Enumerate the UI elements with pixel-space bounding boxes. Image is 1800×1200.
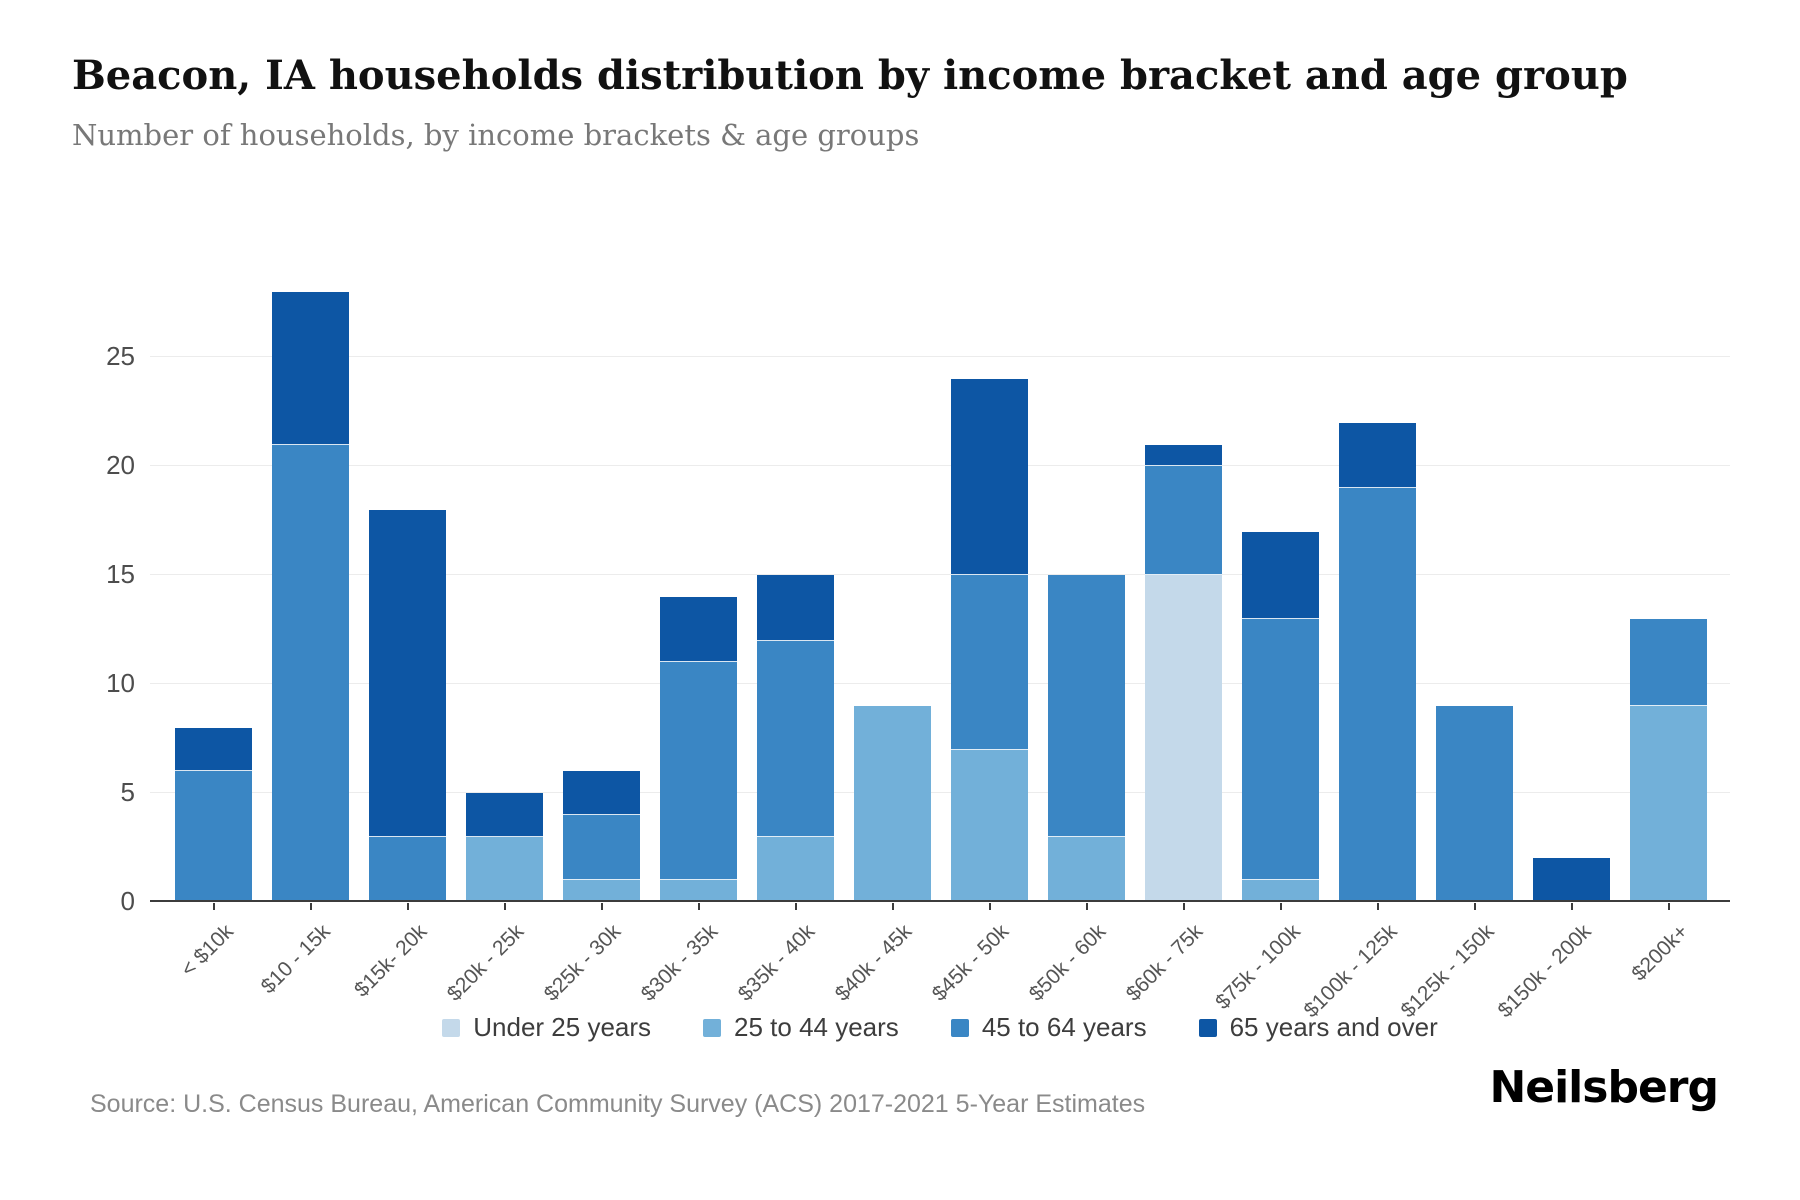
tick-mark [1085, 903, 1088, 910]
legend-item[interactable]: 45 to 64 years [950, 1012, 1147, 1043]
bar-segment[interactable] [951, 749, 1028, 902]
bar-segment[interactable] [1145, 575, 1222, 902]
x-axis-label: $15k- 20k [350, 920, 432, 1002]
tick-mark [309, 903, 312, 910]
tick-mark [600, 903, 603, 910]
bar-segment[interactable] [272, 292, 349, 445]
tick-mark [1570, 903, 1573, 910]
bar-segment[interactable] [369, 509, 446, 837]
tick-mark [212, 903, 215, 910]
tick-mark [1473, 903, 1476, 910]
x-axis-label: $75k - 100k [1210, 920, 1305, 1014]
bar-segment[interactable] [1242, 618, 1319, 881]
bar-segment[interactable] [175, 771, 252, 902]
bar-segment[interactable] [660, 597, 737, 663]
bar-segment[interactable] [951, 379, 1028, 576]
bar-segment[interactable] [1533, 858, 1610, 902]
bar-segment[interactable] [854, 705, 931, 902]
bar-segment[interactable] [466, 793, 543, 837]
legend-label: 65 years and over [1229, 1012, 1438, 1042]
gridline [150, 792, 1730, 794]
bar-segment[interactable] [757, 640, 834, 837]
bar-segment[interactable] [757, 836, 834, 902]
chart-title: Beacon, IA households distribution by in… [72, 52, 1628, 99]
neilsberg-logo: Neilsberg [1489, 1062, 1719, 1113]
x-axis-label: $45k - 50k [928, 920, 1014, 1006]
gridline [150, 683, 1730, 685]
legend-swatch-icon [950, 1018, 969, 1037]
x-axis-label: $100k - 125k [1299, 920, 1402, 1023]
bar-segment[interactable] [563, 814, 640, 881]
bar-segment[interactable] [1339, 488, 1416, 902]
x-axis-label: $10 - 15k [256, 920, 335, 999]
legend-item[interactable]: 65 years and over [1198, 1012, 1438, 1043]
bar-segment[interactable] [1339, 422, 1416, 489]
tick-mark [988, 903, 991, 910]
bar-segment[interactable] [660, 880, 737, 902]
tick-mark [1376, 903, 1379, 910]
bar-segment[interactable] [1630, 618, 1707, 706]
bar-segment[interactable] [1630, 705, 1707, 902]
chart-subtitle: Number of households, by income brackets… [72, 118, 920, 152]
legend-label: 45 to 64 years [981, 1012, 1147, 1042]
tick-mark [891, 903, 894, 910]
legend-item[interactable]: Under 25 years [442, 1012, 651, 1043]
tick-mark [1667, 903, 1670, 910]
legend-label: Under 25 years [473, 1012, 652, 1042]
bar-segment[interactable] [563, 771, 640, 815]
legend-label: 25 to 44 years [734, 1012, 899, 1042]
gridline [150, 574, 1730, 576]
bar-segment[interactable] [1048, 575, 1125, 837]
bar-segment[interactable] [466, 836, 543, 902]
x-axis-label: $60k - 75k [1122, 920, 1208, 1006]
gridline [150, 465, 1730, 467]
y-tick-label: 10 [106, 668, 135, 699]
x-axis-label: $200k+ [1627, 920, 1693, 986]
bar-segment[interactable] [272, 444, 349, 902]
x-axis-label: $20k - 25k [443, 920, 529, 1006]
legend-item[interactable]: 25 to 44 years [703, 1012, 899, 1043]
x-axis-label: $50k - 60k [1025, 920, 1111, 1006]
x-axis-label: $30k - 35k [637, 920, 723, 1006]
y-tick-label: 25 [106, 341, 135, 372]
bar-segment[interactable] [1436, 705, 1513, 902]
bar-segment[interactable] [1145, 466, 1222, 576]
bar-segment[interactable] [757, 575, 834, 641]
bar-segment[interactable] [1048, 836, 1125, 902]
y-tick-label: 15 [106, 559, 135, 590]
tick-mark [1182, 903, 1185, 910]
legend-swatch-icon [703, 1018, 722, 1037]
x-axis-label: $35k - 40k [734, 920, 820, 1006]
x-axis-label: < $10k [176, 920, 238, 982]
bar-segment[interactable] [563, 880, 640, 902]
bar-segment[interactable] [1242, 880, 1319, 902]
gridline [150, 356, 1730, 358]
x-axis-label: $125k - 150k [1396, 920, 1499, 1023]
tick-mark [697, 903, 700, 910]
plot-area: 0 5 10 15 20 25 < $10k $10 - 15k $15k- 20k $20k -… [106, 292, 1730, 1022]
tick-mark [1279, 903, 1282, 910]
source-attribution: Source: U.S. Census Bureau, American Com… [90, 1090, 1146, 1118]
tick-mark [406, 903, 409, 910]
x-axis-label: $40k - 45k [831, 920, 917, 1006]
bar-segment[interactable] [175, 727, 252, 772]
bar-segment[interactable] [1242, 531, 1319, 619]
tick-mark [794, 903, 797, 910]
bar-segment[interactable] [369, 836, 446, 902]
y-tick-label: 20 [106, 450, 135, 481]
x-axis-label: $25k - 30k [540, 920, 626, 1006]
y-tick-label: 0 [120, 886, 135, 916]
x-axis-label: $150k - 200k [1493, 920, 1596, 1023]
bar-segment[interactable] [951, 575, 1028, 750]
y-tick-label: 5 [120, 777, 135, 808]
legend-swatch-icon [442, 1018, 461, 1037]
x-axis-line [150, 900, 1730, 902]
legend: Under 25 years 25 to 44 years 45 to 64 yea… [150, 1012, 1730, 1043]
tick-mark [503, 903, 506, 910]
bar-segment[interactable] [1145, 444, 1222, 467]
legend-swatch-icon [1198, 1018, 1217, 1037]
bar-segment[interactable] [660, 662, 737, 881]
